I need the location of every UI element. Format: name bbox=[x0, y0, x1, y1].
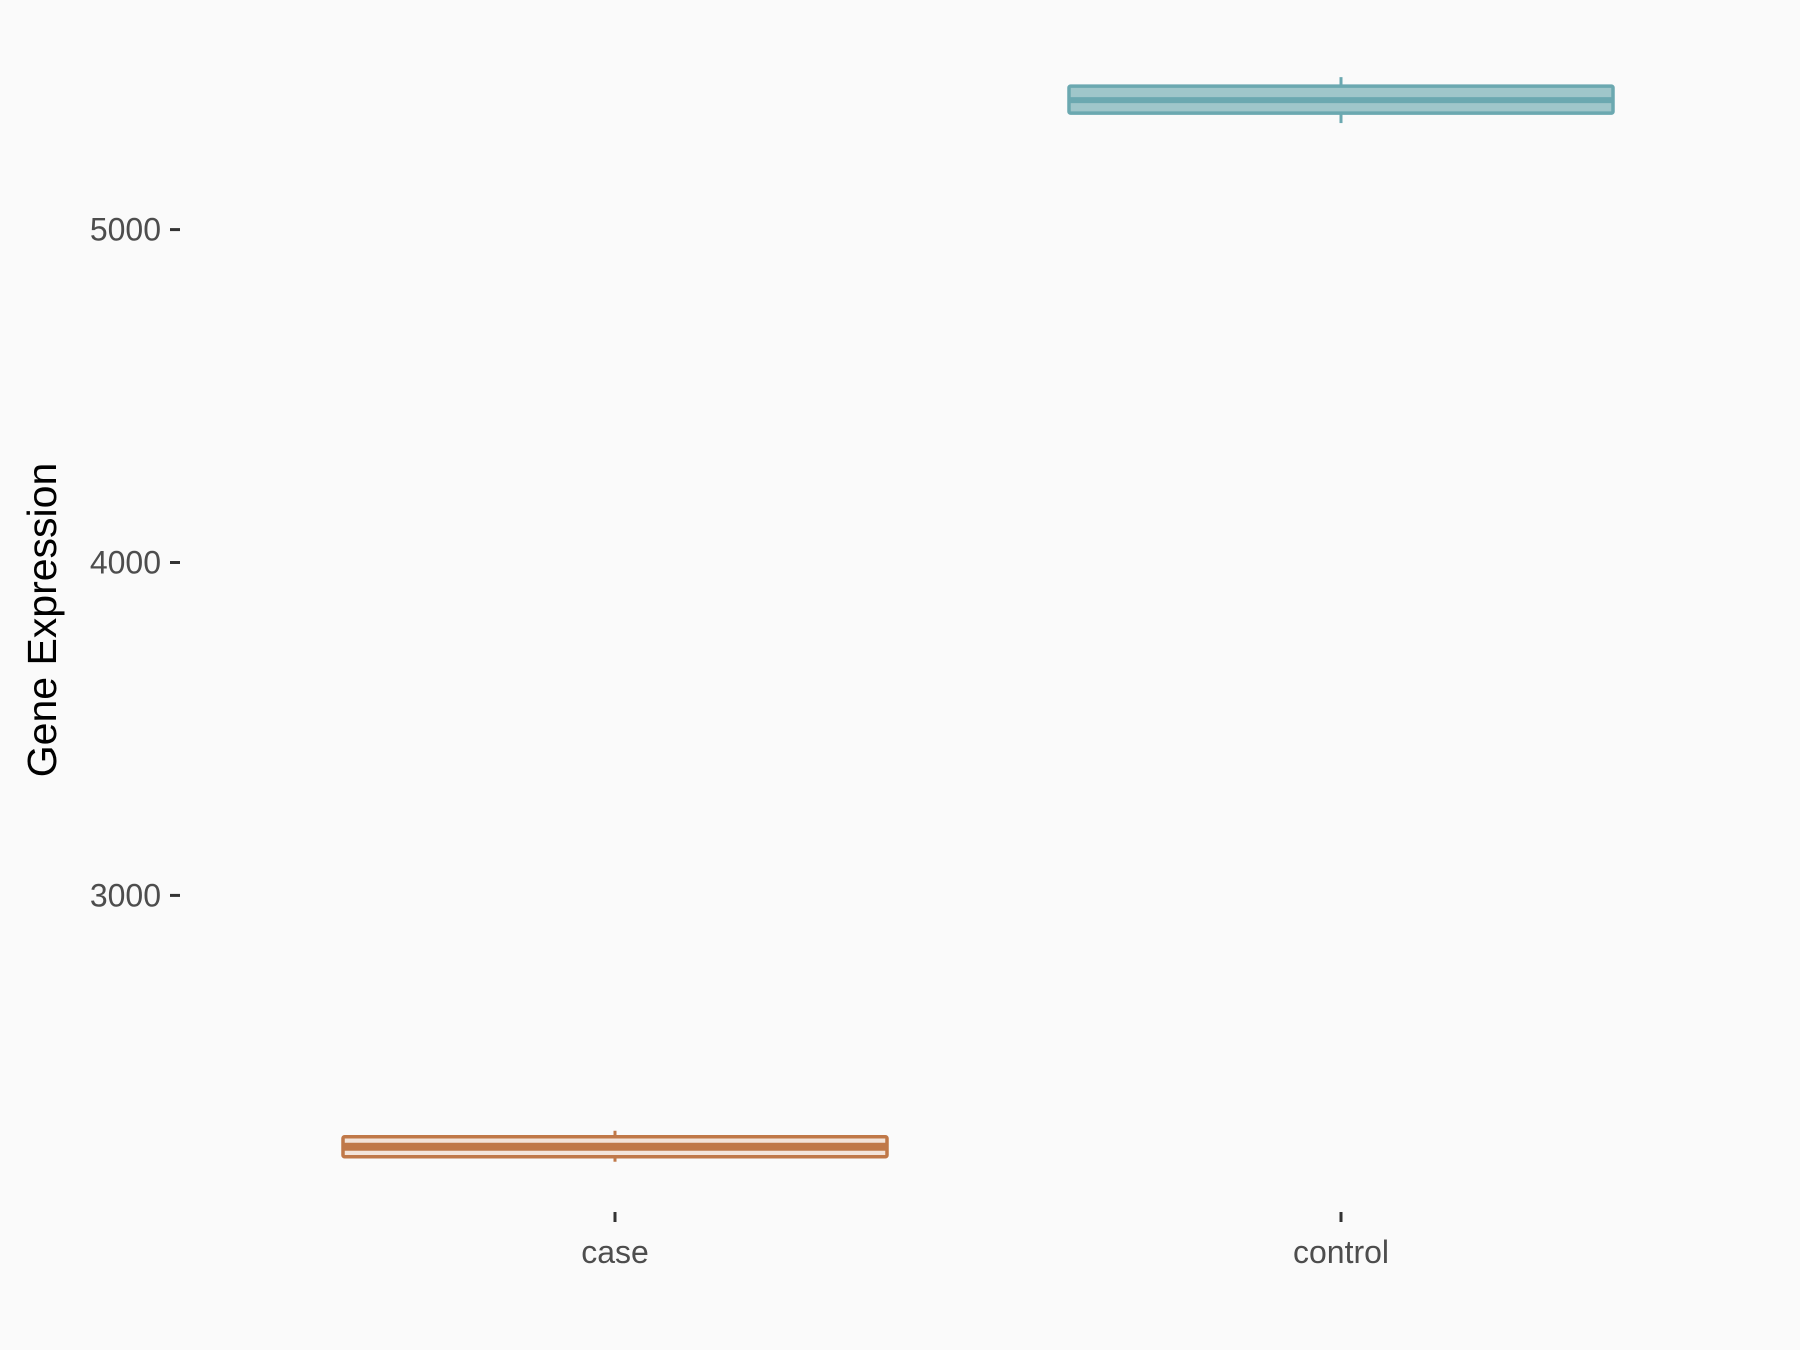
box-case bbox=[341, 1130, 889, 1162]
y-tick-label: 3000 bbox=[90, 877, 161, 913]
boxes bbox=[341, 77, 1615, 1162]
y-tick-label: 5000 bbox=[90, 212, 161, 248]
x-tick-label: case bbox=[581, 1234, 649, 1270]
box-control bbox=[1067, 77, 1615, 124]
y-axis: 3000 4000 5000 bbox=[90, 212, 180, 913]
x-tick-label: control bbox=[1293, 1234, 1389, 1270]
y-tick-label: 4000 bbox=[90, 545, 161, 581]
y-axis-title: Gene Expression bbox=[19, 463, 65, 778]
x-axis: case control bbox=[581, 1212, 1389, 1270]
